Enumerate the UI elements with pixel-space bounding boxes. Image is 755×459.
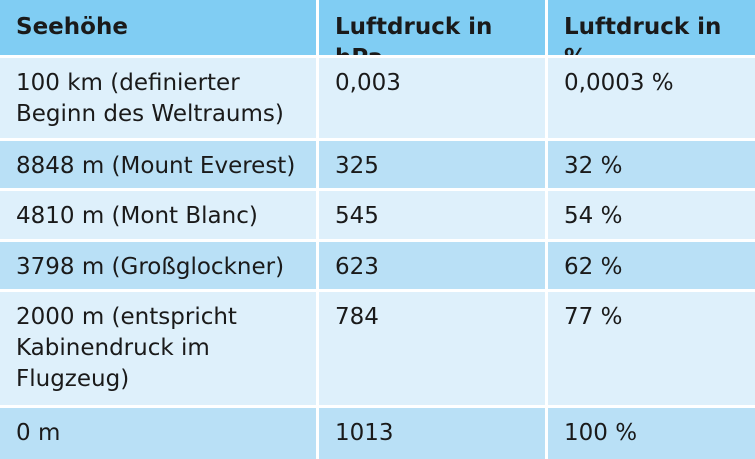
table-cell: 3798 m (Großglockner) — [0, 242, 316, 289]
table-cell: 0,0003 % — [548, 58, 755, 138]
table-cell: 2000 m (entspricht Kabinendruck im Flugz… — [0, 292, 316, 405]
table-cell: 545 — [319, 191, 545, 239]
table-cell: 4810 m (Mont Blanc) — [0, 191, 316, 239]
table-cell: 0 m — [0, 408, 316, 459]
table-cell: 784 — [319, 292, 545, 405]
table-cell: 77 % — [548, 292, 755, 405]
table-cell: 623 — [319, 242, 545, 289]
table-cell: 0,003 — [319, 58, 545, 138]
header-cell: Seehöhe — [0, 0, 316, 55]
table-cell: 1013 — [319, 408, 545, 459]
table-cell: 62 % — [548, 242, 755, 289]
table-cell: 325 — [319, 141, 545, 188]
table-cell: 32 % — [548, 141, 755, 188]
table-cell: 100 km (definierter Beginn des Weltraums… — [0, 58, 316, 138]
table-cell: 100 % — [548, 408, 755, 459]
table-cell: 8848 m (Mount Everest) — [0, 141, 316, 188]
table-cell: 54 % — [548, 191, 755, 239]
header-cell: Luftdruck in % — [548, 0, 755, 55]
header-cell: Luftdruck in hPa — [319, 0, 545, 55]
